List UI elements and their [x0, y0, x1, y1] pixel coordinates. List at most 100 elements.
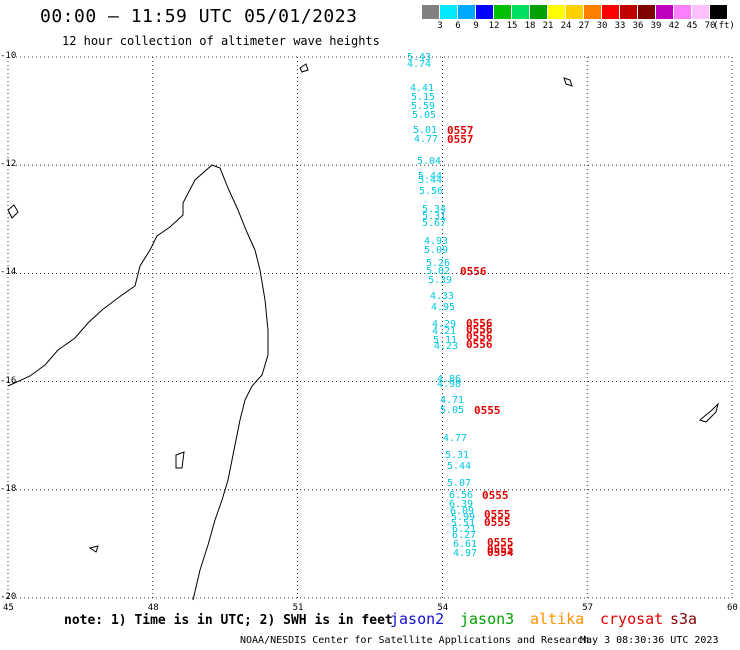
wave-height-value: 5.59: [411, 101, 436, 112]
longitude-label: 45: [3, 603, 14, 613]
color-scale-label: 70: [704, 21, 716, 31]
wave-height-value: 5.43: [407, 52, 432, 63]
color-scale-label: 39: [650, 21, 662, 31]
wave-height-value: 5.34: [422, 204, 447, 215]
satellite-legend-item: s3a: [670, 610, 698, 628]
latitude-label: -14: [0, 267, 17, 278]
pass-time-value: 0556: [466, 317, 493, 330]
wave-height-value: 5.01: [413, 125, 438, 136]
color-swatch: [620, 5, 637, 19]
pass-time-value: 0556: [466, 323, 493, 336]
wave-height-value: 5.51: [451, 518, 476, 529]
wave-height-value: 4.93: [424, 236, 449, 247]
wave-height-value: 6.09: [450, 506, 475, 517]
wave-height-value: 4.21: [432, 326, 457, 337]
color-scale-label: 18: [524, 21, 536, 31]
credit-line: NOAA/NESDIS Center for Satellite Applica…: [240, 635, 590, 646]
wave-height-value: 6.61: [453, 539, 478, 550]
wave-height-value: 5.31: [445, 450, 470, 461]
wave-height-value: 5.26: [426, 258, 451, 269]
color-swatch: [476, 5, 493, 19]
latitude-label: -20: [0, 592, 17, 602]
wave-height-value: 5.44: [447, 461, 472, 472]
wave-height-value: 4.86: [437, 374, 462, 385]
wave-height-value: 5.09: [424, 245, 449, 256]
satellite-legend-item: cryosat: [600, 610, 664, 628]
satellite-legend-item: altika: [530, 610, 585, 628]
pass-time-value: 0555: [484, 516, 511, 529]
madagascar-coastline: [7, 63, 719, 601]
wave-height-value: 5.11: [433, 335, 458, 346]
color-scale-label: 42: [668, 21, 680, 31]
color-scale-label: 21: [542, 21, 554, 31]
satellite-legend-item: jason3: [460, 610, 515, 628]
wave-height-value: 5.02: [426, 266, 451, 277]
wave-height-value: 4.33: [430, 291, 455, 302]
color-swatch: [656, 5, 673, 19]
color-swatch: [440, 5, 457, 19]
wave-height-value: 6.56: [449, 490, 474, 501]
wave-height-value: 5.56: [419, 186, 444, 197]
wave-height-value: 5.07: [447, 478, 472, 489]
longitude-label: 48: [147, 603, 159, 613]
latitude-label: -12: [0, 159, 17, 170]
wave-height-value: 5.15: [411, 92, 436, 103]
color-scale-label: 36: [632, 21, 644, 31]
longitude-label: 54: [437, 603, 449, 613]
wave-height-value: 6.21: [452, 524, 477, 535]
color-swatch: [530, 5, 547, 19]
pass-time-value: 0557: [447, 133, 474, 146]
wave-height-value: 4.97: [453, 548, 478, 559]
wave-height-value: 4.74: [407, 59, 432, 70]
color-scale-label: 30: [596, 21, 608, 31]
color-swatch: [602, 5, 619, 19]
wave-height-value: 6.27: [452, 530, 477, 541]
color-swatch: [674, 5, 691, 19]
footnote: note: 1) Time is in UTC; 2) SWH is in fe…: [64, 613, 393, 628]
color-scale-label: 12: [488, 21, 500, 31]
pass-time-value: 0556: [466, 330, 493, 343]
wave-height-value: 5.31: [422, 211, 447, 222]
pass-time-value: 0555: [487, 543, 514, 556]
wave-height-value: 4.77: [414, 134, 439, 145]
latitude-label: -16: [0, 375, 17, 386]
longitude-label: 51: [292, 603, 304, 613]
wave-height-value: 4.23: [434, 341, 459, 352]
wave-height-value: 5.44: [418, 171, 443, 182]
color-scale-label: 33: [614, 21, 626, 31]
wave-height-value: 5.67: [422, 218, 447, 229]
color-scale-label: 27: [578, 21, 590, 31]
pass-time-value: 0556: [466, 338, 493, 351]
color-swatch: [638, 5, 655, 19]
wave-height-value: 5.05: [440, 405, 465, 416]
color-swatch: [710, 5, 727, 19]
wave-height-value: 4.98: [437, 379, 462, 390]
color-swatch: [422, 5, 439, 19]
color-swatch: [566, 5, 583, 19]
wave-height-value: 5.04: [417, 156, 442, 167]
color-swatch: [494, 5, 511, 19]
color-scale-label: 15: [506, 21, 518, 31]
wave-height-value: 4.95: [431, 302, 456, 313]
wave-height-value: 6.39: [449, 499, 474, 510]
longitude-label: 57: [582, 603, 594, 613]
wave-height-value: 5.39: [428, 275, 453, 286]
lat-lon-grid: [7, 56, 733, 599]
wave-height-value: 5.05: [412, 110, 437, 121]
color-scale-label: 9: [473, 21, 479, 31]
color-scale-label: 3: [437, 21, 443, 31]
color-swatch: [584, 5, 601, 19]
wave-height-value: 4.41: [410, 83, 435, 94]
wave-height-value: 4.77: [443, 433, 468, 444]
color-swatch: [548, 5, 565, 19]
color-scale-label: 45: [686, 21, 698, 31]
page-title: 00:00 – 11:59 UTC 05/01/2023: [40, 6, 358, 27]
color-scale-label: 24: [560, 21, 572, 31]
pass-time-value: 0556: [460, 265, 487, 278]
color-swatch: [458, 5, 475, 19]
latitude-label: -18: [0, 483, 17, 494]
pass-time-value: 0554: [487, 546, 514, 559]
pass-time-value: 0555: [484, 508, 511, 521]
color-scale-unit: (ft): [713, 21, 735, 31]
